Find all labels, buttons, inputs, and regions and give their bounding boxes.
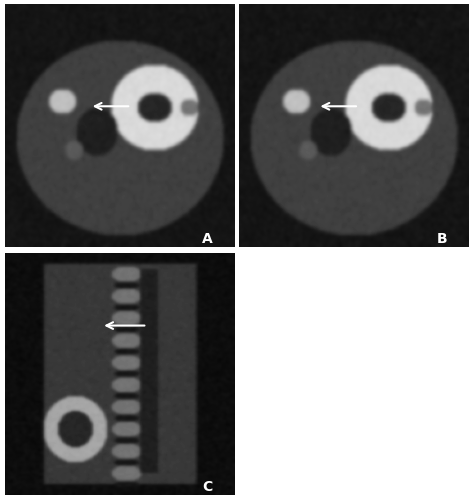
Text: C: C — [202, 479, 212, 493]
Text: B: B — [437, 231, 447, 245]
Text: A: A — [201, 231, 212, 245]
